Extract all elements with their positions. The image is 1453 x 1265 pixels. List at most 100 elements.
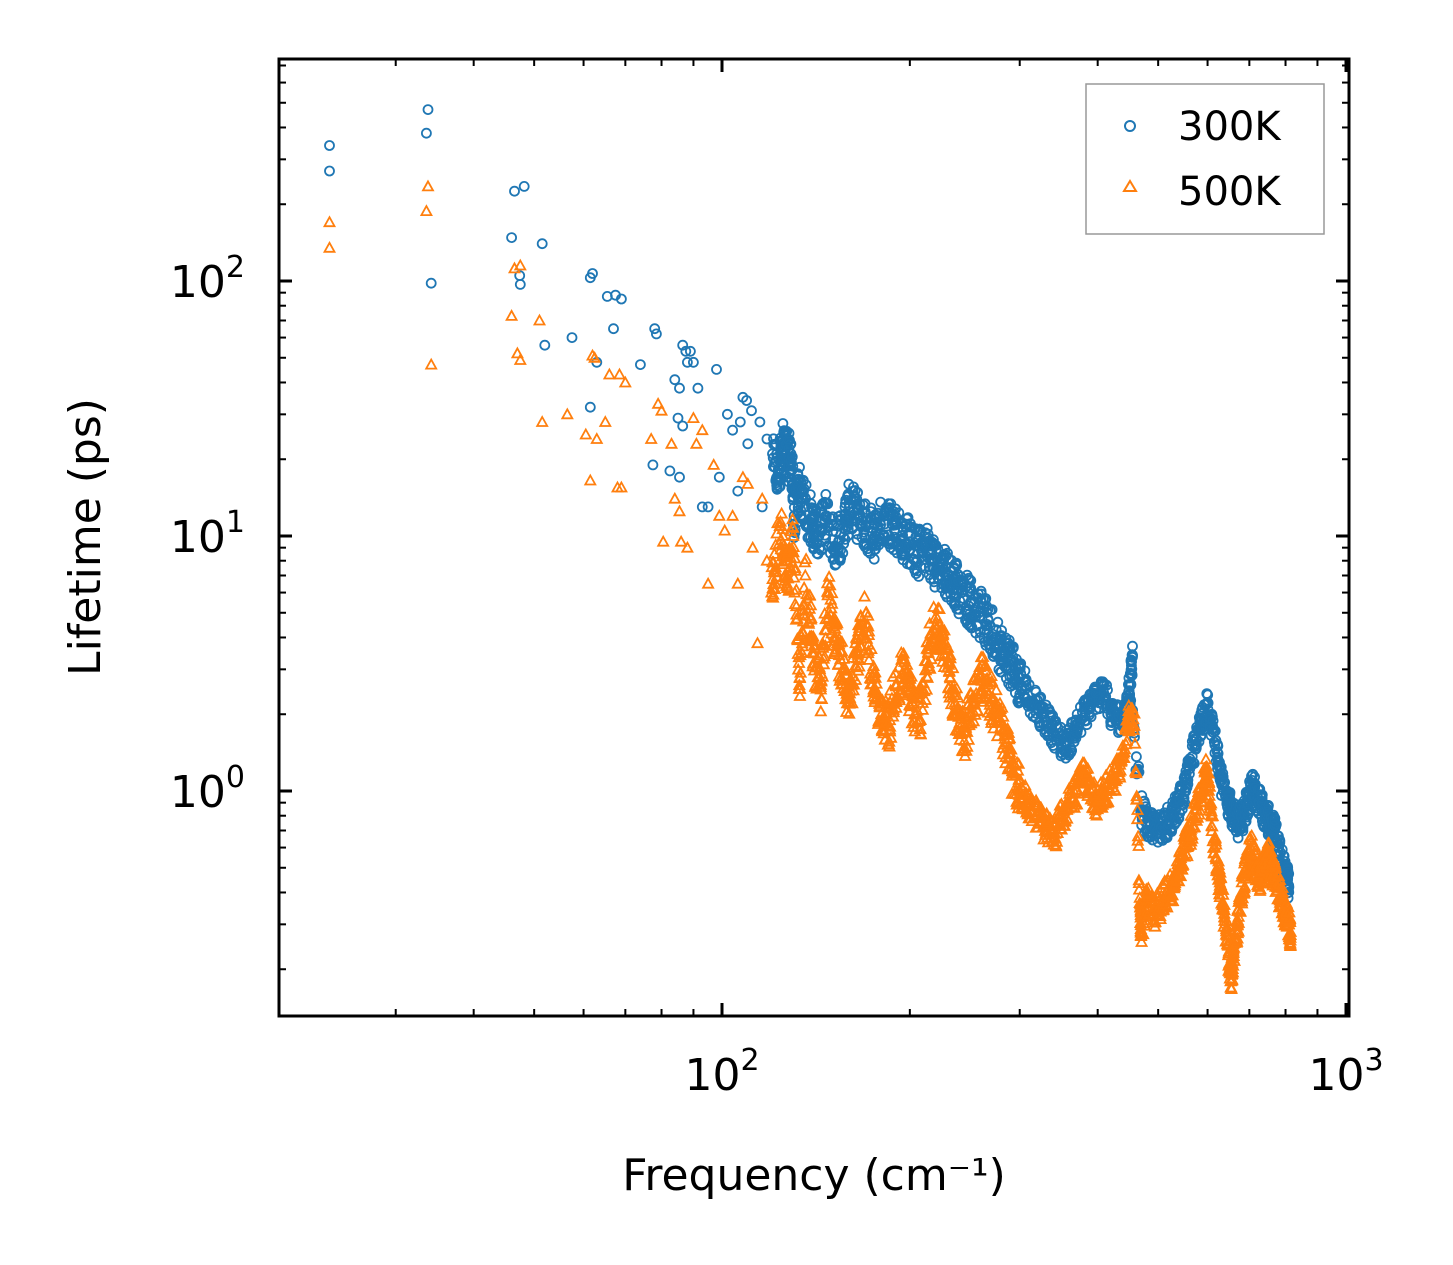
point-500k xyxy=(1141,885,1155,898)
point-300k xyxy=(761,433,773,445)
point-500k xyxy=(419,204,433,217)
point-300k xyxy=(1155,812,1167,823)
point-300k xyxy=(711,363,722,375)
point-300k xyxy=(794,461,805,473)
point-500k xyxy=(837,661,851,673)
point-500k xyxy=(788,597,802,609)
point-500k xyxy=(656,534,670,547)
point-300k xyxy=(1176,803,1188,815)
point-300k xyxy=(539,339,551,351)
point-300k xyxy=(839,534,851,545)
point-300k xyxy=(772,464,784,476)
point-500k xyxy=(718,523,732,536)
point-300k xyxy=(587,268,598,279)
point-300k xyxy=(727,424,738,436)
point-300k xyxy=(853,504,864,516)
point-300k xyxy=(914,523,925,535)
point-500k xyxy=(1228,932,1242,944)
point-500k xyxy=(975,658,989,671)
point-500k xyxy=(974,684,988,696)
point-300k xyxy=(860,521,872,533)
point-500k xyxy=(1217,907,1231,919)
point-500k xyxy=(322,215,337,228)
point-500k xyxy=(1060,811,1074,824)
point-500k xyxy=(812,648,826,661)
point-500k xyxy=(712,508,726,521)
point-500k xyxy=(1130,792,1144,805)
point-500k xyxy=(1236,891,1250,904)
point-500k xyxy=(1081,761,1095,774)
plot-frame xyxy=(277,57,1351,1018)
point-300k xyxy=(1242,809,1254,821)
point-500k xyxy=(590,432,604,444)
point-300k xyxy=(870,510,882,522)
point-500k xyxy=(1225,967,1239,979)
point-300k xyxy=(897,529,908,541)
point-300k xyxy=(1014,663,1026,674)
point-500k xyxy=(1122,724,1137,737)
point-500k xyxy=(1209,834,1223,847)
point-500k xyxy=(897,655,911,667)
point-500k xyxy=(951,690,965,703)
point-300k xyxy=(692,382,704,394)
point-300k xyxy=(1172,813,1184,824)
point-500k xyxy=(424,357,438,370)
point-300k xyxy=(809,508,820,520)
point-300k xyxy=(1212,740,1224,752)
point-500k xyxy=(1062,787,1077,799)
point-300k xyxy=(1007,651,1019,663)
point-500k xyxy=(1282,930,1296,942)
point-300k xyxy=(928,534,939,546)
point-300k xyxy=(862,546,874,557)
point-500k xyxy=(992,711,1007,723)
point-500k xyxy=(875,722,889,735)
point-300k xyxy=(1274,837,1286,849)
point-300k xyxy=(793,473,804,485)
point-500k xyxy=(1137,916,1151,929)
point-300k xyxy=(965,582,977,594)
point-300k xyxy=(965,575,977,586)
point-500k xyxy=(867,689,881,702)
point-500k xyxy=(808,680,822,692)
point-500k xyxy=(958,749,972,761)
point-500k xyxy=(1070,797,1084,810)
point-500k xyxy=(421,179,435,192)
point-500k xyxy=(892,691,906,703)
point-300k xyxy=(1125,654,1137,666)
point-500k xyxy=(695,423,709,436)
point-500k xyxy=(836,672,850,685)
point-500k xyxy=(1100,793,1114,806)
point-300k xyxy=(1081,719,1093,731)
point-500k xyxy=(946,661,960,674)
point-500k xyxy=(944,697,958,710)
point-500k xyxy=(967,714,981,727)
point-500k xyxy=(731,576,745,589)
point-500k xyxy=(1225,973,1239,985)
point-300k xyxy=(674,382,685,394)
point-300k xyxy=(991,649,1003,661)
point-300k xyxy=(1256,792,1268,804)
point-300k xyxy=(782,434,794,445)
point-500k xyxy=(868,665,882,678)
point-500k xyxy=(815,692,829,704)
point-500k xyxy=(1213,890,1227,902)
point-300k xyxy=(783,427,795,439)
point-300k xyxy=(910,523,921,534)
point-500k xyxy=(651,396,665,409)
point-500k xyxy=(322,240,337,253)
point-500k xyxy=(1213,865,1227,878)
point-300k xyxy=(1075,727,1087,738)
point-500k xyxy=(1218,916,1232,929)
point-500k xyxy=(767,562,782,575)
point-500k xyxy=(922,659,936,672)
point-300k xyxy=(1034,691,1046,703)
point-500k xyxy=(1023,811,1038,824)
point-500k xyxy=(798,598,812,610)
point-500k xyxy=(857,589,872,602)
point-500k xyxy=(668,491,682,504)
point-300k xyxy=(1023,679,1035,690)
point-300k xyxy=(1176,799,1188,811)
point-300k xyxy=(804,489,816,501)
legend-box xyxy=(1085,83,1325,235)
